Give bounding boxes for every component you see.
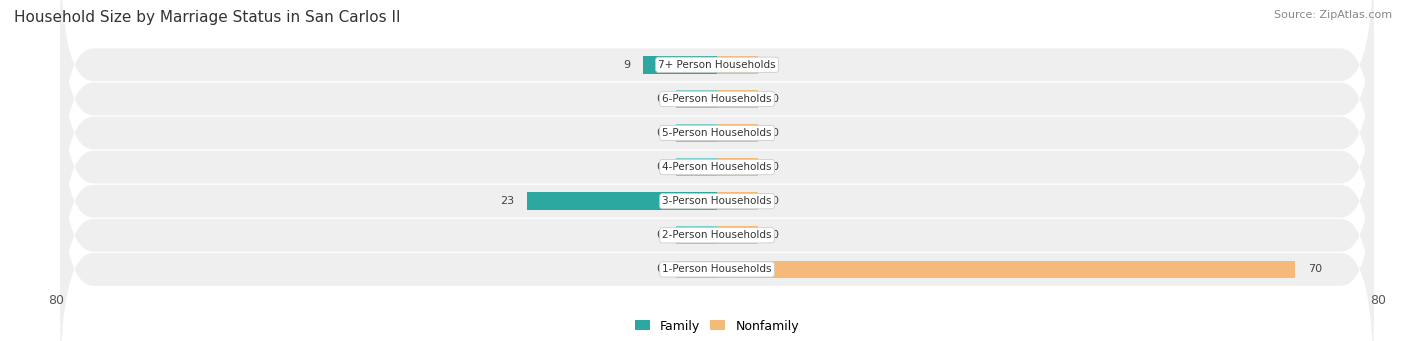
Text: 0: 0 bbox=[770, 162, 778, 172]
Text: 0: 0 bbox=[770, 230, 778, 240]
Text: 5-Person Households: 5-Person Households bbox=[662, 128, 772, 138]
Text: Household Size by Marriage Status in San Carlos II: Household Size by Marriage Status in San… bbox=[14, 10, 401, 25]
Text: 4-Person Households: 4-Person Households bbox=[662, 162, 772, 172]
Bar bbox=[717, 261, 1295, 278]
FancyBboxPatch shape bbox=[60, 81, 1374, 321]
Bar bbox=[717, 158, 758, 176]
Bar bbox=[717, 124, 758, 142]
Bar bbox=[717, 226, 758, 244]
Text: 7+ Person Households: 7+ Person Households bbox=[658, 60, 776, 70]
Text: 0: 0 bbox=[657, 230, 664, 240]
Text: 1-Person Households: 1-Person Households bbox=[662, 264, 772, 275]
Bar bbox=[643, 56, 717, 74]
Bar bbox=[527, 192, 717, 210]
Bar bbox=[676, 90, 717, 108]
FancyBboxPatch shape bbox=[60, 47, 1374, 287]
Text: 2-Person Households: 2-Person Households bbox=[662, 230, 772, 240]
Bar bbox=[717, 90, 758, 108]
Text: 0: 0 bbox=[770, 196, 778, 206]
Bar bbox=[717, 192, 758, 210]
Text: 0: 0 bbox=[770, 94, 778, 104]
FancyBboxPatch shape bbox=[60, 0, 1374, 219]
Text: 0: 0 bbox=[770, 60, 778, 70]
Text: 3-Person Households: 3-Person Households bbox=[662, 196, 772, 206]
FancyBboxPatch shape bbox=[60, 115, 1374, 341]
Text: 0: 0 bbox=[657, 162, 664, 172]
Text: 23: 23 bbox=[501, 196, 515, 206]
Text: 6-Person Households: 6-Person Households bbox=[662, 94, 772, 104]
FancyBboxPatch shape bbox=[60, 0, 1374, 185]
Bar bbox=[676, 124, 717, 142]
Text: 0: 0 bbox=[657, 128, 664, 138]
Text: 9: 9 bbox=[623, 60, 630, 70]
Text: Source: ZipAtlas.com: Source: ZipAtlas.com bbox=[1274, 10, 1392, 20]
FancyBboxPatch shape bbox=[60, 13, 1374, 253]
Bar bbox=[676, 226, 717, 244]
Bar bbox=[717, 56, 758, 74]
Bar bbox=[676, 158, 717, 176]
Text: 0: 0 bbox=[657, 94, 664, 104]
Legend: Family, Nonfamily: Family, Nonfamily bbox=[630, 315, 804, 338]
Bar bbox=[676, 261, 717, 278]
Text: 0: 0 bbox=[770, 128, 778, 138]
FancyBboxPatch shape bbox=[60, 149, 1374, 341]
Text: 70: 70 bbox=[1308, 264, 1322, 275]
Text: 0: 0 bbox=[657, 264, 664, 275]
